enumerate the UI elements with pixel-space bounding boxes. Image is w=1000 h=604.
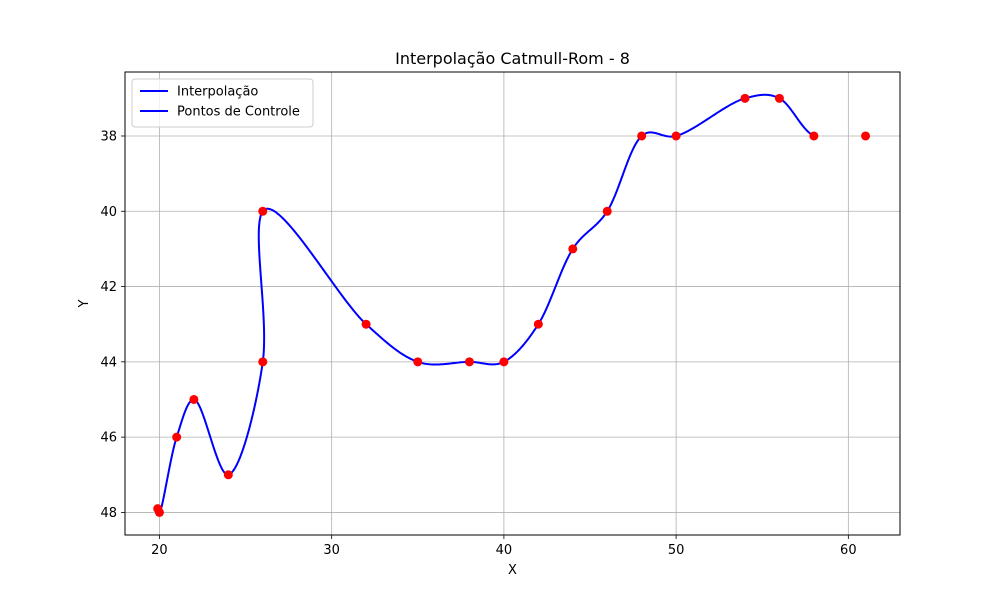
y-tick-label: 48 — [100, 506, 117, 521]
control-point — [258, 357, 268, 367]
y-tick-label: 40 — [100, 205, 117, 220]
control-point — [774, 93, 784, 103]
interpolation-curve — [158, 93, 815, 514]
control-point — [809, 131, 819, 141]
y-tick-label: 44 — [100, 355, 117, 370]
control-point — [671, 131, 681, 141]
x-tick-label: 50 — [668, 543, 685, 558]
x-tick-label: 60 — [840, 543, 857, 558]
control-point — [499, 357, 509, 367]
legend: Interpolação Pontos de Controle — [131, 78, 314, 128]
legend-box — [131, 78, 314, 128]
control-point — [258, 206, 268, 216]
legend-label-control-points: Pontos de Controle — [177, 105, 300, 120]
control-point — [861, 131, 871, 141]
control-point — [361, 319, 371, 329]
y-tick-label: 38 — [100, 129, 117, 144]
control-point — [189, 394, 199, 404]
control-point — [568, 244, 578, 254]
control-point — [637, 131, 647, 141]
y-axis-label: Y — [77, 299, 92, 308]
control-point — [533, 319, 543, 329]
y-tick-label: 46 — [100, 431, 117, 446]
control-point — [602, 206, 612, 216]
x-tick-label: 20 — [151, 543, 168, 558]
x-tick-label: 30 — [323, 543, 340, 558]
x-axis-label: X — [508, 563, 517, 578]
control-point — [413, 357, 423, 367]
control-point — [172, 432, 182, 442]
control-points-layer — [153, 93, 871, 517]
control-point — [223, 470, 233, 480]
plot-area-frame — [124, 71, 901, 536]
grid-lines — [125, 72, 900, 535]
chart-title: Interpolação Catmull-Rom - 8 — [395, 49, 630, 68]
x-tick-label: 40 — [496, 543, 513, 558]
control-point — [154, 507, 164, 517]
legend-label-interpolation: Interpolação — [177, 85, 258, 100]
interpolation-curve-layer — [158, 93, 815, 514]
control-point — [464, 357, 474, 367]
control-point — [740, 93, 750, 103]
axis-ticks: 20 30 40 50 60 38 40 42 44 46 48 — [100, 129, 856, 558]
y-tick-label: 42 — [100, 280, 117, 295]
